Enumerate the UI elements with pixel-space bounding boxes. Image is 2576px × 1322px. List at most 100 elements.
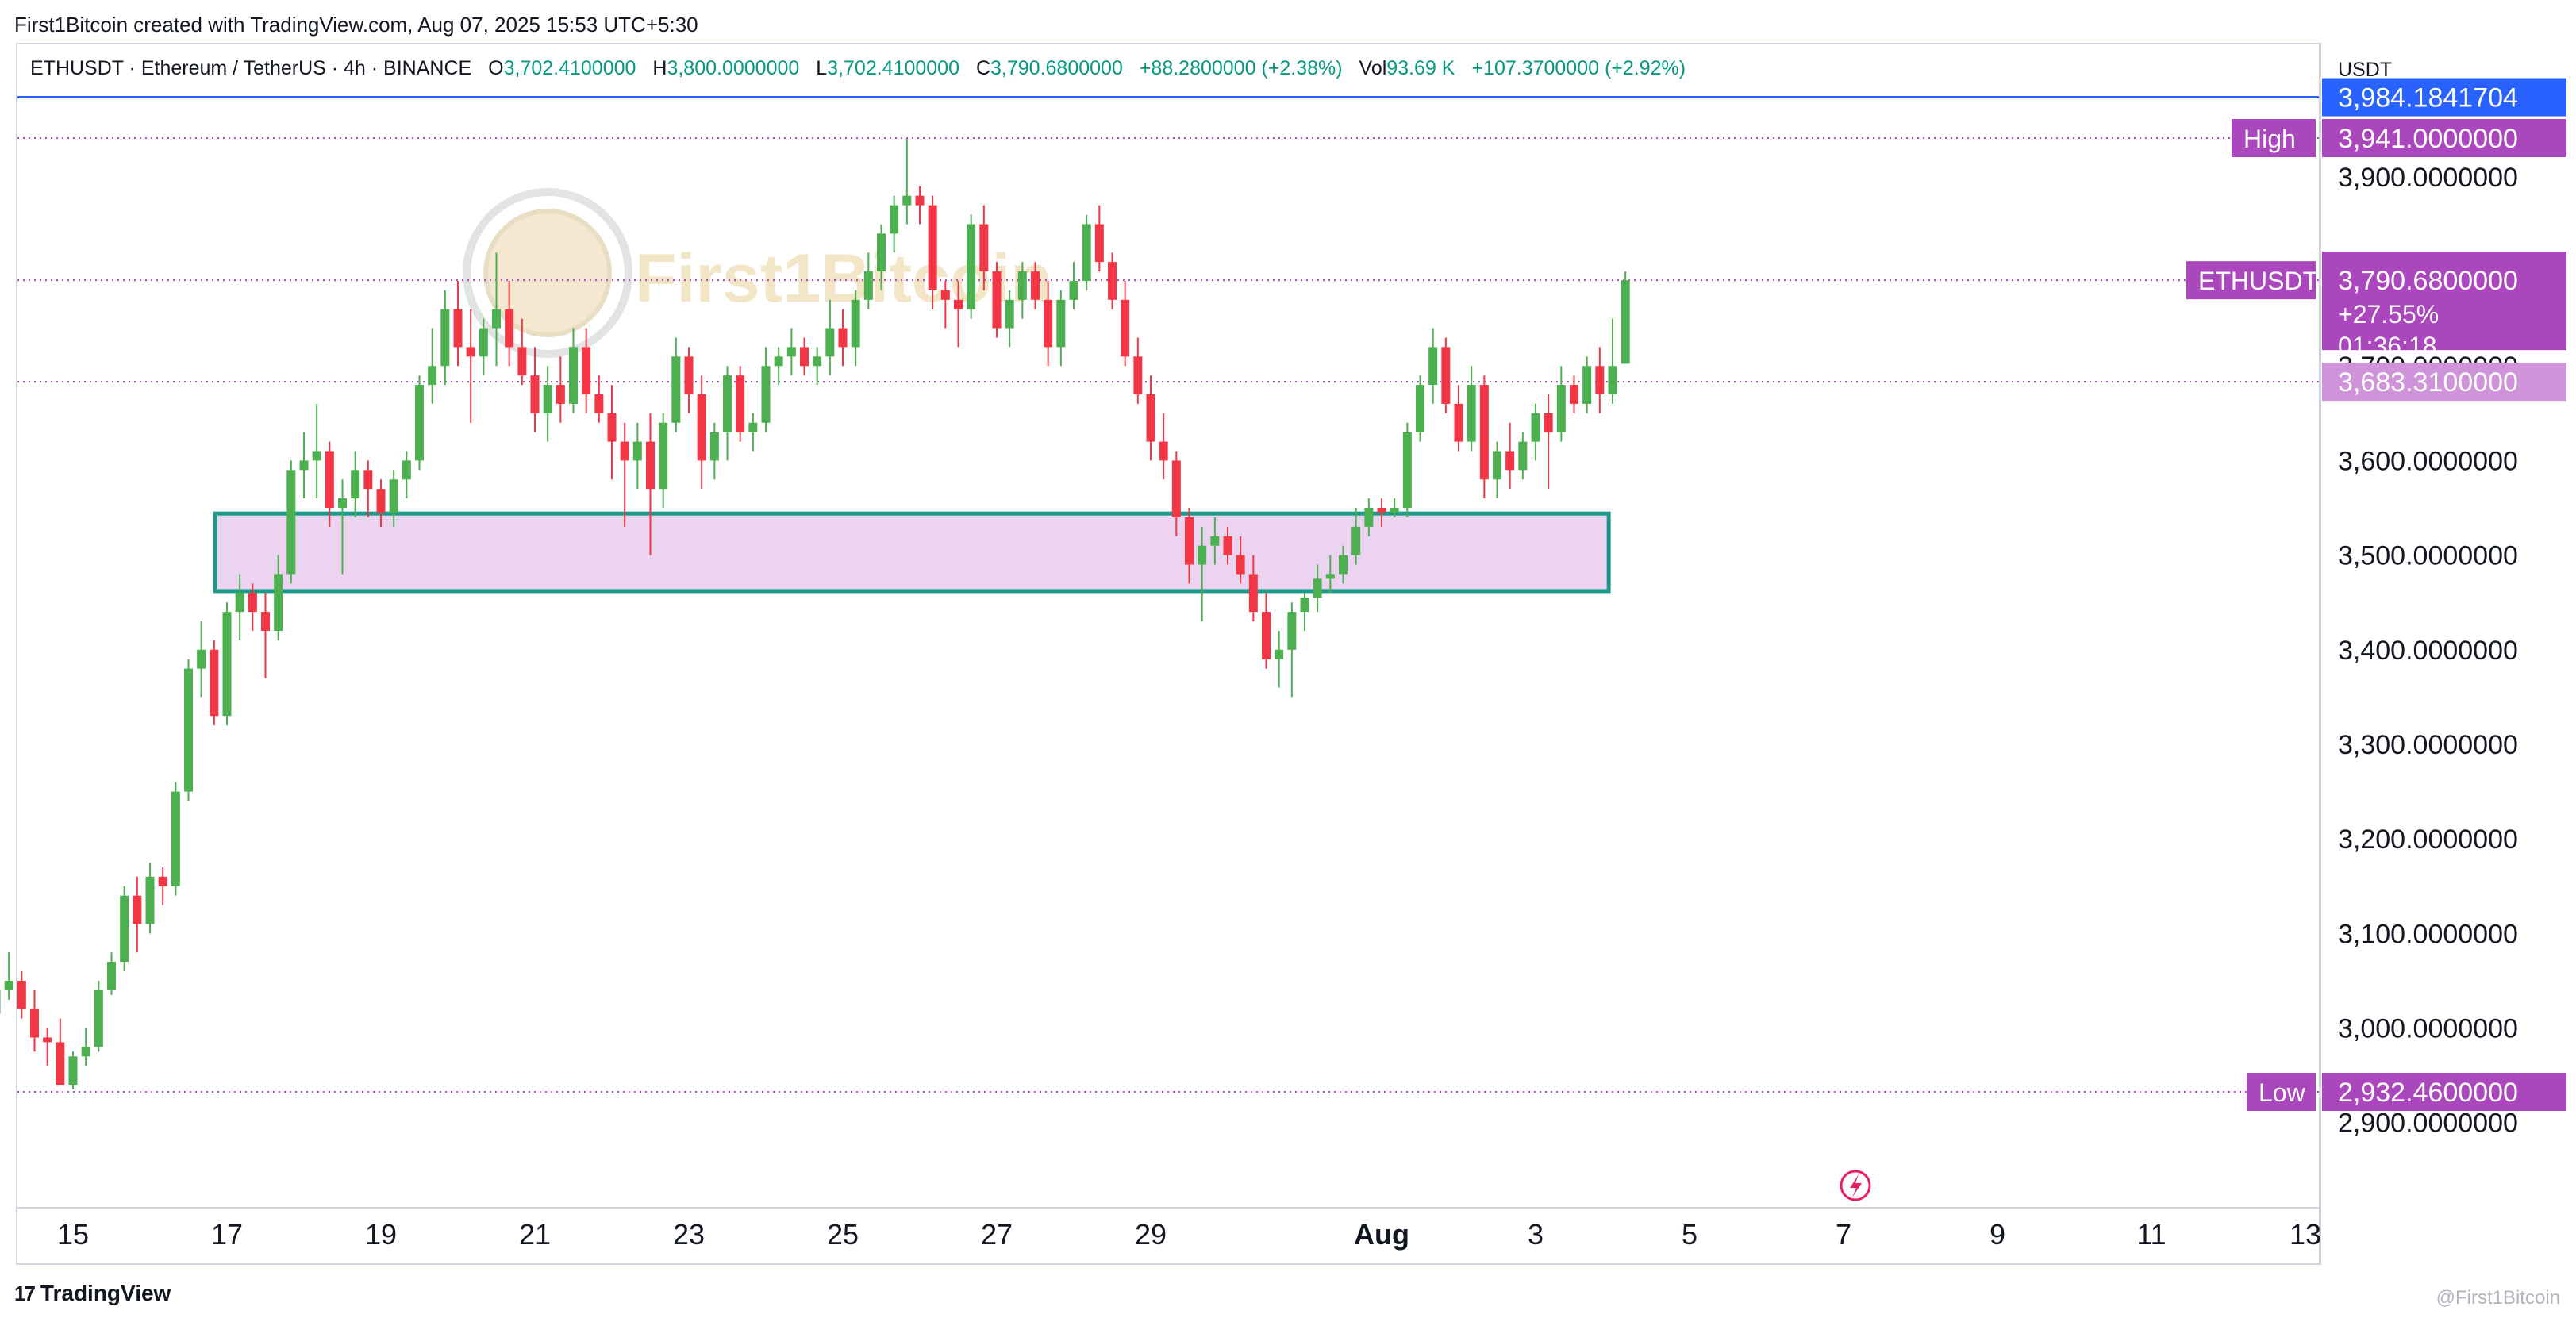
watermark-ring-icon <box>463 188 632 358</box>
candle <box>954 280 963 348</box>
candle <box>312 403 321 499</box>
candle <box>632 422 642 490</box>
candle-body <box>979 224 989 272</box>
candle <box>1570 375 1579 413</box>
candle-body <box>863 271 873 300</box>
candle <box>1544 394 1553 490</box>
legend-volume-label: Vol <box>1359 57 1387 79</box>
candle-body <box>1287 612 1297 650</box>
candle-body <box>248 593 257 613</box>
time-tick-label: 19 <box>365 1218 397 1251</box>
candle-body <box>171 791 180 886</box>
tradingview-logo-icon: 17 <box>14 1281 36 1305</box>
candle <box>1479 375 1489 499</box>
candle <box>1108 252 1117 309</box>
candle <box>505 280 514 367</box>
level-tag-text-last: ETHUSDT <box>2198 267 2318 295</box>
candle <box>1467 366 1476 452</box>
candle <box>133 876 142 953</box>
candle-body <box>1171 460 1181 517</box>
candle <box>1364 498 1374 536</box>
candle-body <box>1044 299 1053 348</box>
candle <box>851 290 860 367</box>
candle <box>1198 526 1207 622</box>
candle <box>709 422 719 480</box>
candle-body <box>389 479 398 513</box>
candle-body <box>748 422 758 432</box>
price-tag-mid <box>2322 363 2566 402</box>
candle <box>1223 526 1232 565</box>
candle <box>492 252 502 367</box>
candle-body <box>17 980 26 1009</box>
candle <box>659 413 668 509</box>
candle <box>1595 347 1605 413</box>
candle-body <box>440 309 450 367</box>
candle <box>248 583 257 631</box>
time-tick-label: 25 <box>827 1218 859 1251</box>
candle <box>1300 593 1309 631</box>
level-tag-text-high: High <box>2243 125 2296 153</box>
candle <box>1428 328 1438 404</box>
candle-body <box>466 347 475 357</box>
candle <box>261 593 271 678</box>
candle-body <box>1210 536 1220 546</box>
candle <box>1325 555 1335 594</box>
candle <box>1402 422 1412 517</box>
candle <box>556 356 565 423</box>
candle-body <box>81 1047 90 1057</box>
candle-body <box>1159 441 1168 461</box>
candle-body <box>1505 451 1515 471</box>
time-tick-label: 13 <box>2290 1218 2321 1251</box>
symbol-legend: ETHUSDT · Ethereum / TetherUS · 4h · BIN… <box>30 57 1686 80</box>
candle-body <box>56 1042 65 1086</box>
candle <box>402 451 411 499</box>
candle-body <box>1339 555 1348 575</box>
candle-body <box>1236 555 1245 575</box>
candle-body <box>325 451 334 509</box>
candle-body <box>1325 574 1335 579</box>
candle-body <box>1390 508 1399 513</box>
level-tag-text-low: Low <box>2259 1078 2306 1107</box>
candle <box>594 375 604 423</box>
candle <box>569 328 579 413</box>
candle-body <box>1082 224 1091 281</box>
candle-body <box>915 195 925 206</box>
candle <box>440 290 450 386</box>
candle-body <box>659 422 668 490</box>
price-tick-label: 3,300.0000000 <box>2338 730 2518 760</box>
price-tick-label: 3,200.0000000 <box>2338 824 2518 855</box>
candle <box>43 1028 52 1066</box>
candle <box>1031 262 1040 309</box>
candle-body <box>133 895 142 924</box>
author-attribution: @First1Bitcoin <box>2436 1287 2560 1309</box>
candle-body <box>684 356 694 394</box>
time-tick-label: 15 <box>57 1218 89 1251</box>
time-tick-label: 21 <box>519 1218 551 1251</box>
legend-change: +88.2800000 (+2.38%) <box>1139 57 1343 79</box>
tradingview-footer[interactable]: 17 TradingView <box>14 1281 171 1306</box>
candle-body <box>877 233 886 272</box>
candle-body <box>4 980 13 990</box>
candle-body <box>1608 366 1617 394</box>
candle <box>800 337 809 376</box>
candle <box>774 347 783 386</box>
candle <box>697 375 706 490</box>
candle <box>1069 262 1078 309</box>
candle <box>723 366 732 461</box>
candle-body <box>1416 385 1425 432</box>
candle-body <box>1570 385 1579 404</box>
time-tick-label: Aug <box>1354 1218 1409 1251</box>
price-tick-label: 2,900.0000000 <box>2338 1109 2518 1139</box>
lightning-icon <box>1840 1170 1871 1201</box>
time-tick-label: 9 <box>1990 1218 2005 1251</box>
level-tag-last <box>2186 261 2316 300</box>
candle-body <box>1069 280 1078 300</box>
candle <box>107 952 117 995</box>
candle <box>1159 413 1168 480</box>
candle-body <box>0 990 1 1014</box>
candle <box>1262 593 1271 669</box>
legend-open: 3,702.4100000 <box>503 57 636 79</box>
candle <box>210 640 219 726</box>
candle-body <box>184 668 194 792</box>
